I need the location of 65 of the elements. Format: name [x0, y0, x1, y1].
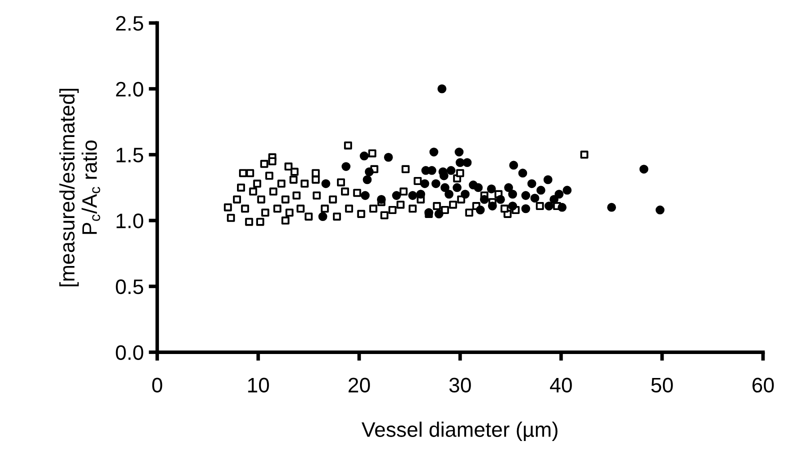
y-tick-label: 1.5 — [116, 148, 144, 162]
point — [462, 158, 472, 168]
point — [318, 212, 328, 222]
point — [429, 148, 438, 156]
point — [362, 175, 372, 184]
y-tick-label: 2.0 — [116, 82, 144, 97]
point — [360, 152, 369, 160]
point — [384, 152, 393, 162]
point — [639, 164, 648, 174]
point — [431, 179, 440, 188]
point — [504, 183, 514, 192]
point — [558, 202, 567, 212]
point — [607, 202, 616, 212]
point — [554, 190, 564, 199]
point — [454, 148, 464, 156]
point — [446, 166, 456, 175]
point — [509, 160, 518, 170]
x-tick-label: 10 — [248, 378, 269, 393]
point — [536, 186, 546, 195]
y-tick-label: 0.0 — [116, 345, 144, 360]
point — [530, 194, 540, 203]
point — [342, 162, 350, 171]
x-tick-label: 30 — [449, 378, 471, 393]
x-axis-title: Vessel diameter (µm) — [362, 422, 558, 442]
point — [486, 184, 496, 194]
x-tick-label: 60 — [752, 378, 774, 393]
point — [440, 183, 450, 192]
point — [562, 186, 572, 195]
point — [476, 206, 485, 214]
x-tick-label: 0 — [152, 378, 162, 393]
point — [416, 190, 426, 199]
point — [474, 183, 483, 192]
point — [656, 206, 664, 214]
point — [452, 183, 462, 192]
y-axis-title: [measured/estimated] P$_{c}$/A$_{c}$ ratio — [59, 88, 100, 286]
x-tick-label: 50 — [651, 378, 673, 393]
x-tick-label: 20 — [348, 378, 370, 393]
point — [550, 195, 558, 204]
y-tick-label: 0.5 — [116, 279, 144, 294]
point — [544, 202, 554, 210]
point — [527, 179, 536, 188]
point — [392, 191, 401, 200]
point — [438, 84, 446, 94]
point — [508, 202, 518, 210]
point — [434, 209, 444, 218]
point — [456, 158, 465, 168]
point — [544, 175, 552, 184]
point — [364, 167, 374, 176]
x-tick-label: 40 — [550, 378, 572, 393]
point — [496, 195, 505, 204]
point — [518, 168, 528, 178]
point — [521, 191, 530, 200]
point — [460, 190, 470, 199]
y-tick-label: 2.5 — [116, 16, 144, 31]
point — [420, 179, 430, 188]
point — [376, 195, 386, 204]
point — [521, 204, 530, 214]
point — [408, 191, 418, 200]
y-tick-label: 1.0 — [116, 214, 144, 228]
point — [508, 190, 518, 199]
point — [321, 179, 330, 188]
point — [480, 195, 489, 204]
point — [488, 202, 497, 210]
point — [360, 191, 370, 200]
point — [444, 190, 454, 199]
